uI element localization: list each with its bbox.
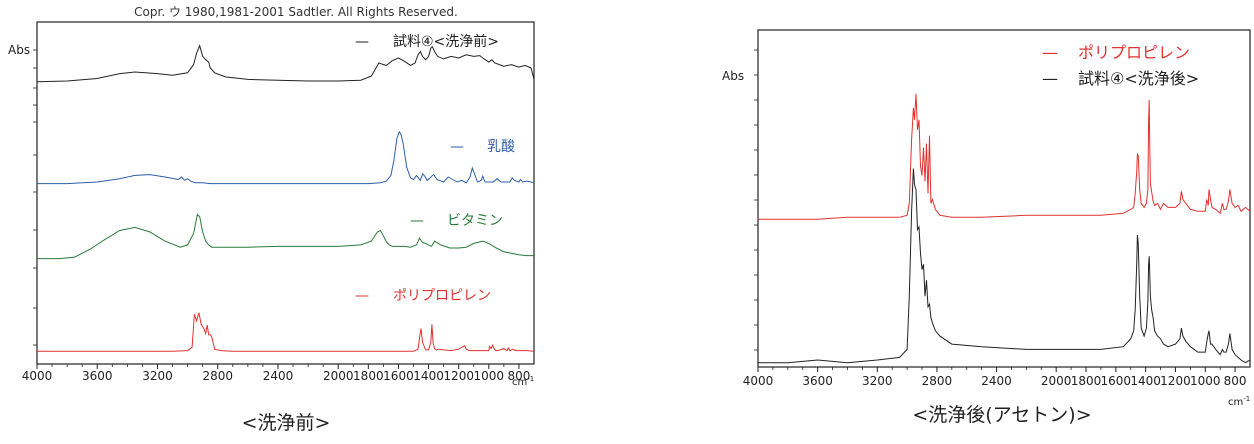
x-tick-label: 2800	[922, 374, 953, 388]
x-axis-ticks: 4000 3600 3200 2800 2400 2000 1800 1600 1400 1200…	[22, 364, 530, 383]
x-tick-label: 800	[1224, 374, 1247, 388]
legend-dash: —	[450, 139, 464, 155]
copyright-header: Copr. ウ 1980,1981-2001 Sadtler. All Righ…	[134, 5, 458, 19]
chart-caption-after: <洗浄後(アセトン)>	[912, 404, 1091, 426]
x-tick-label: 1000	[1190, 374, 1221, 388]
chart-caption-before: <洗浄前>	[242, 412, 331, 434]
x-tick-label: 3200	[862, 374, 893, 388]
y-axis-ticks	[33, 49, 37, 346]
x-tick-label: 2800	[202, 369, 233, 383]
legend-dash: —	[410, 213, 424, 229]
legend-label: 試料④<洗浄後>	[1078, 69, 1199, 88]
series-line-polypropylene	[37, 312, 535, 352]
legend-label: 試料④<洗浄前>	[393, 33, 499, 50]
x-tick-label: 1800	[353, 369, 384, 383]
series-line-vitamin	[37, 213, 534, 260]
x-tick-label: 3600	[82, 369, 113, 383]
x-tick-label: 2400	[981, 374, 1012, 388]
x-tick-label: 1000	[474, 369, 505, 383]
legend-label: ポリプロピレン	[1078, 43, 1190, 62]
x-tick-label: 4000	[743, 374, 774, 388]
x-axis-unit: cm-1	[1228, 395, 1250, 408]
legend-dash: —	[355, 34, 369, 50]
x-tick-label: 1200	[443, 369, 474, 383]
series-line-sample4-before	[36, 44, 535, 83]
legend-dash: —	[355, 288, 369, 304]
x-tick-label: 2400	[263, 369, 294, 383]
legend-label: ポリプロピレン	[393, 288, 491, 304]
legend-entry-sample4-after: — 試料④<洗浄後>	[1042, 69, 1199, 88]
legend-entry-polypropylene: — ポリプロピレン	[355, 288, 491, 304]
x-axis-ticks: 4000 3600 3200 2800 2400 2000 1800 1600 1400 1200…	[743, 367, 1247, 388]
x-tick-label: 1200	[1160, 374, 1191, 388]
x-tick-label: 1800	[1071, 374, 1102, 388]
series-line-polypropylene	[758, 93, 1251, 220]
legend-label: ビタミン	[447, 213, 503, 229]
x-tick-label: 1600	[1101, 374, 1132, 388]
legend-entry-vitamin: — ビタミン	[410, 213, 503, 229]
x-tick-label: 1400	[1130, 374, 1161, 388]
y-axis-label: Abs	[8, 43, 30, 57]
x-tick-label: 3200	[142, 369, 173, 383]
chart-after-washing-acetone: Abs 4000 3600 3200 2800 2400 2000 1800 1600 1400…	[722, 29, 1251, 426]
legend-dash: —	[1042, 43, 1058, 62]
y-axis-label: Abs	[722, 69, 744, 83]
legend-dash: —	[1042, 69, 1058, 88]
x-tick-label: 2000	[323, 369, 354, 383]
series-line-sample4-after	[758, 168, 1251, 364]
chart-before-washing: Copr. ウ 1980,1981-2001 Sadtler. All Righ…	[8, 5, 535, 434]
plot-frame	[36, 21, 535, 365]
legend-entry-sample4-before: — 試料④<洗浄前>	[355, 33, 499, 50]
x-tick-label: 1400	[413, 369, 444, 383]
legend-entry-polypropylene: — ポリプロピレン	[1042, 43, 1190, 62]
legend-label: 乳酸	[487, 139, 515, 155]
plot-frame	[757, 29, 1251, 368]
series-line-lactic-acid	[37, 130, 535, 185]
x-tick-label: 3600	[802, 374, 833, 388]
x-tick-label: 2000	[1041, 374, 1072, 388]
legend-entry-lactic-acid: — 乳酸	[450, 139, 515, 155]
y-axis-ticks	[754, 49, 758, 351]
x-axis-unit: cm-1	[512, 375, 534, 388]
x-tick-label: 1600	[383, 369, 414, 383]
x-tick-label: 800	[507, 369, 530, 383]
x-tick-label: 4000	[22, 369, 53, 383]
